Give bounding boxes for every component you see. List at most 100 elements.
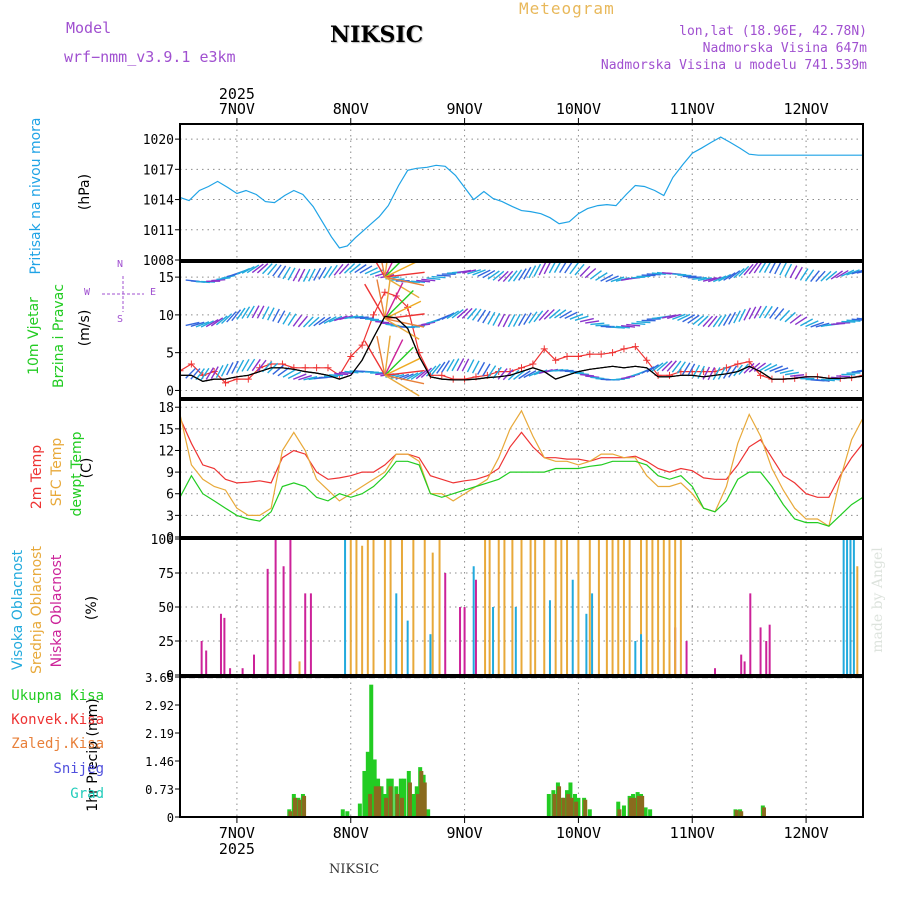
time-tick-label-bottom: 10NOV [556,824,601,842]
wind-arrow [779,262,787,276]
wind-arrow [507,369,520,381]
wind-arrow [205,367,215,380]
wind-arrow [477,269,491,277]
wind-arrow [820,270,832,282]
wind-arrow [292,314,303,327]
panel-pressure-plot [180,124,863,260]
wind-arrow [841,269,855,277]
precip-bar [411,793,416,817]
precip-bar [419,770,424,817]
precip-bar [643,807,648,817]
wind-arrow [185,367,197,379]
wind-arrow-storm [384,318,420,340]
wind-arrow [195,321,210,328]
y-tick-label: 0 [166,384,174,399]
wind-arrow [241,265,255,274]
wind-arrow [364,267,378,275]
wind-arrow [497,368,508,380]
wind-arrow [215,315,228,326]
time-tick-label-top: 8NOV [333,100,369,118]
wind-arrow [518,268,527,281]
wind-arrow [477,309,487,322]
wind-arrow-storm [384,262,394,278]
wind-arrow [518,313,527,327]
gust-marker [859,371,863,379]
time-tick-label-bottom: 11NOV [670,824,715,842]
gust-marker [187,360,195,368]
wind-speed-line [180,315,863,383]
precip-bar [546,793,551,817]
wind-arrow [216,277,231,281]
wind-arrow [758,305,768,319]
compass-east: E [150,287,157,298]
wind-arrow [370,319,385,322]
wind-arrow-storm [384,262,402,278]
wind-arrow [411,280,426,284]
wind-arrow-storm [376,279,386,319]
wind-arrow [236,359,245,373]
wind-arrow [687,363,696,377]
wind-arrow [784,263,793,277]
wind-arrow [728,365,738,378]
wind-arrow [461,307,473,319]
y-tick-label: 2.19 [145,727,174,741]
wind-arrow [707,367,716,381]
y-tick-label: 1017 [143,163,174,178]
wind-arrow [436,361,446,374]
wind-arrow [220,363,229,377]
precip-bar [761,807,766,817]
wind-arrow [687,276,702,279]
panel-pressure-frame [179,123,864,261]
wind-arrow [456,358,465,372]
wind-arrow [523,266,532,280]
wind-arrow [728,270,741,280]
wind-arrow [318,266,327,280]
wind-arrow [759,362,772,372]
precip-bar [377,786,382,817]
panel-wind-frame [179,261,864,399]
wind-arrow-storm [384,300,422,320]
wind-arrow [723,272,736,281]
wind-arrow [272,308,280,322]
wind-arrow [538,309,550,321]
wind-arrow [548,308,561,319]
wind-arrow [261,306,270,320]
gust-marker [301,364,309,372]
precip-bar [566,793,571,817]
y-tick-label: 9 [166,466,174,481]
wind-arrow [425,365,437,377]
compass-south: S [117,314,124,325]
wind-arrow [451,358,460,372]
wind-arrow-storm [384,374,425,385]
precip-bar [395,793,400,817]
wind-arrow [405,372,419,381]
wind-arrow [769,306,779,319]
wind-arrow [241,306,251,319]
wind-arrow [512,269,523,282]
wind-arrow [329,374,344,377]
wind-arrow [595,272,608,281]
wind-arrow [420,367,433,379]
wind-arrow-storm [384,290,414,320]
precip-bar [368,793,373,817]
time-tick-label-bottom: 12NOV [784,824,829,842]
wind-arrow [287,371,301,379]
precip-bar [297,799,302,817]
wind-arrow [707,315,718,328]
wind-arrow [267,307,275,321]
gust-marker [438,371,446,379]
wind-arrow [246,264,260,274]
wind-arrow [677,313,691,322]
wind-arrow [471,360,480,374]
y-tick-label: 50 [158,601,174,616]
wind-arrow [712,367,721,381]
precip-bar [552,793,557,817]
meteogram-label: Meteogram [519,0,615,18]
y-tick-label: 1020 [143,133,174,148]
wind-arrow [287,313,297,326]
wind-arrow [692,276,707,280]
wind-arrow [605,275,619,283]
gust-marker [609,349,617,357]
wind-arrow [282,369,296,378]
wind-arrow [236,307,246,320]
